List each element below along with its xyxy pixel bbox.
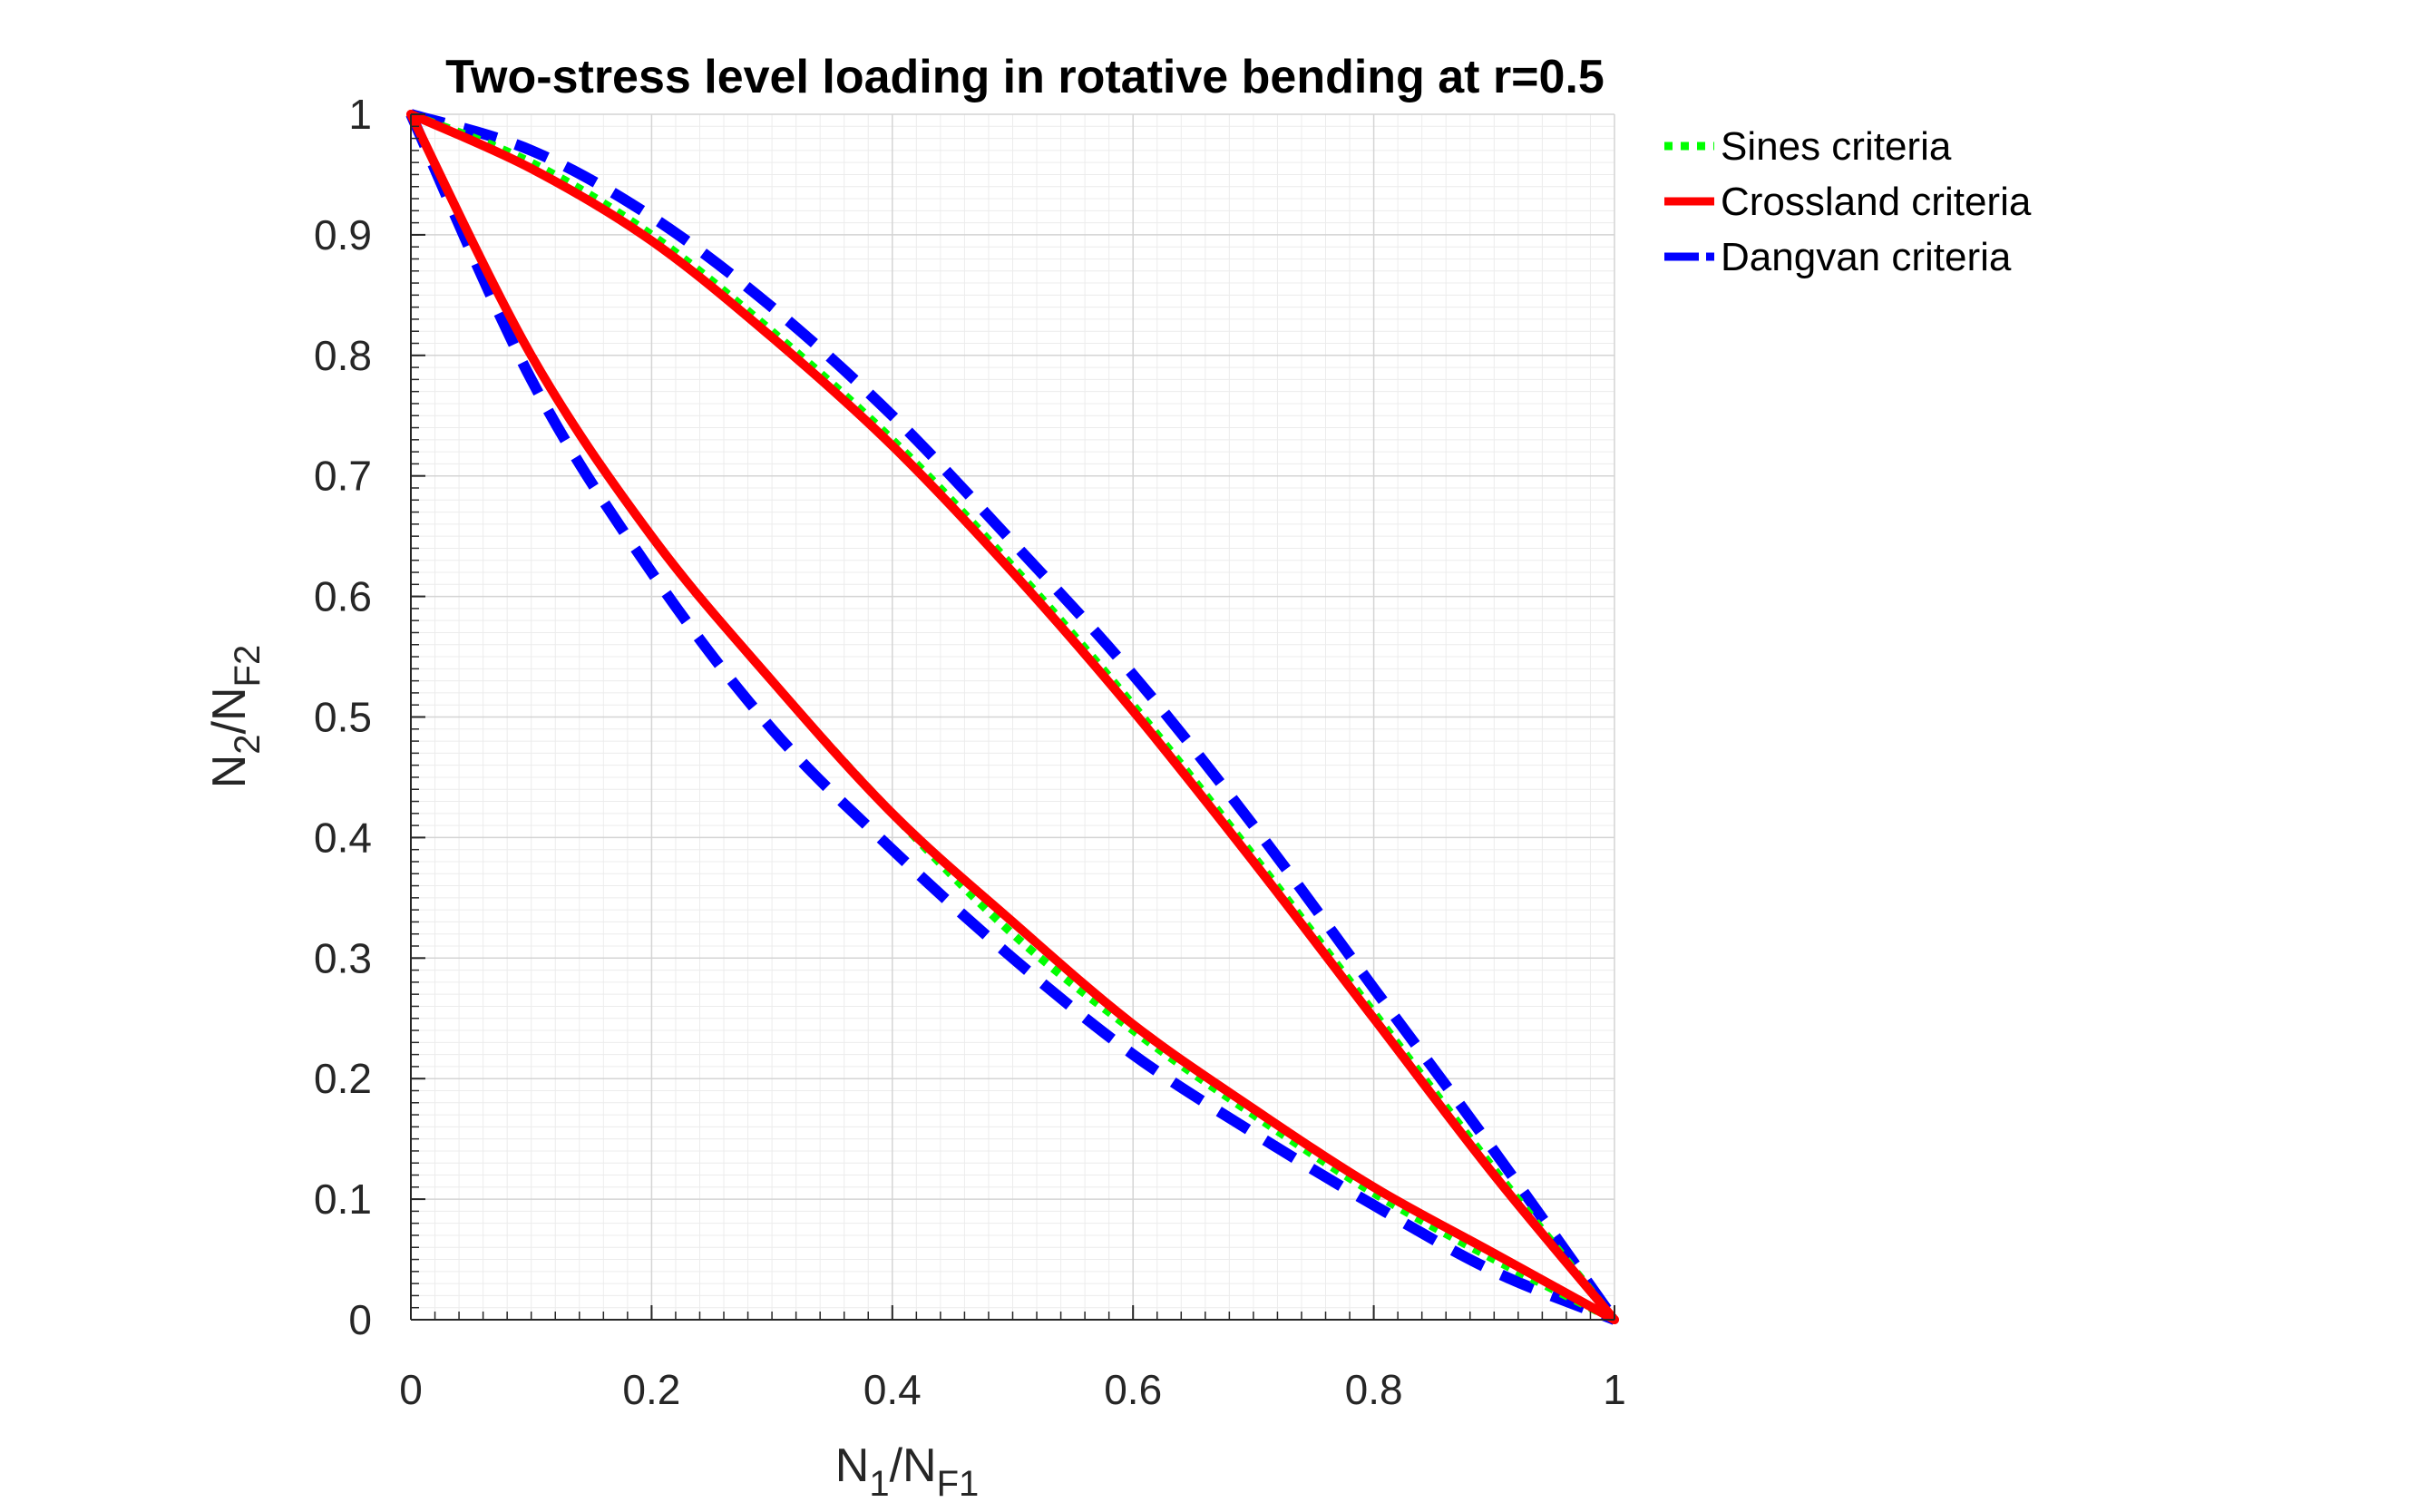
series-layer	[405, 109, 1619, 1325]
y-label-sub1: 2	[228, 734, 268, 754]
y-label-main: N	[203, 755, 256, 789]
y-tick-label: 0.8	[314, 332, 372, 379]
ticks-layer: 0 0.2 0.4 0.6 0.8 1 0 0.1 0.2 0.3 0.4 0.5 0.6 0.7 0.8 0…	[314, 91, 1626, 1413]
y-tick-label: 0.3	[314, 934, 372, 981]
legend-label-crossland: Crossland criteria	[1721, 180, 2032, 224]
x-tick-label: 0.8	[1345, 1366, 1403, 1413]
y-tick-label: 0.2	[314, 1055, 372, 1102]
series-line-crossland-lower	[406, 110, 1619, 1324]
x-label-slash: /N	[890, 1439, 937, 1492]
y-tick-label: 0	[348, 1296, 372, 1343]
series-line-crossland-upper	[406, 110, 1619, 1324]
legend: Sines criteria Crossland criteria Dangva…	[1664, 124, 2032, 279]
series-line-dangvan-lower	[405, 112, 1617, 1325]
y-axis-label: N2/NF2	[203, 645, 268, 789]
x-label-sub1: 1	[869, 1464, 889, 1504]
legend-label-dangvan: Dangvan criteria	[1721, 235, 2012, 279]
chart-title: Two-stress level loading in rotative ben…	[445, 51, 1605, 103]
y-tick-label: 0.6	[314, 573, 372, 620]
legend-label-sines: Sines criteria	[1721, 124, 1952, 169]
x-tick-label: 0.6	[1104, 1366, 1162, 1413]
y-tick-label: 0.9	[314, 211, 372, 259]
y-tick-label: 0.7	[314, 453, 372, 500]
y-tick-label: 0.5	[314, 694, 372, 741]
x-label-main: N	[835, 1439, 870, 1492]
y-axis-label-group: N2/NF2	[203, 645, 268, 789]
y-tick-label: 0.4	[314, 814, 372, 861]
series-line-dangvan-upper	[409, 109, 1619, 1323]
x-label-sub2: F1	[937, 1464, 980, 1504]
y-label-slash: /N	[203, 687, 256, 734]
y-tick-label: 1	[348, 91, 372, 138]
y-tick-label: 0.1	[314, 1175, 372, 1223]
x-tick-label: 0.2	[622, 1366, 680, 1413]
x-tick-label: 0.4	[863, 1366, 922, 1413]
y-label-sub2: F2	[228, 645, 268, 688]
x-axis-label: N1/NF1	[835, 1439, 980, 1504]
x-tick-label: 0	[399, 1366, 423, 1413]
x-tick-label: 1	[1603, 1366, 1626, 1413]
